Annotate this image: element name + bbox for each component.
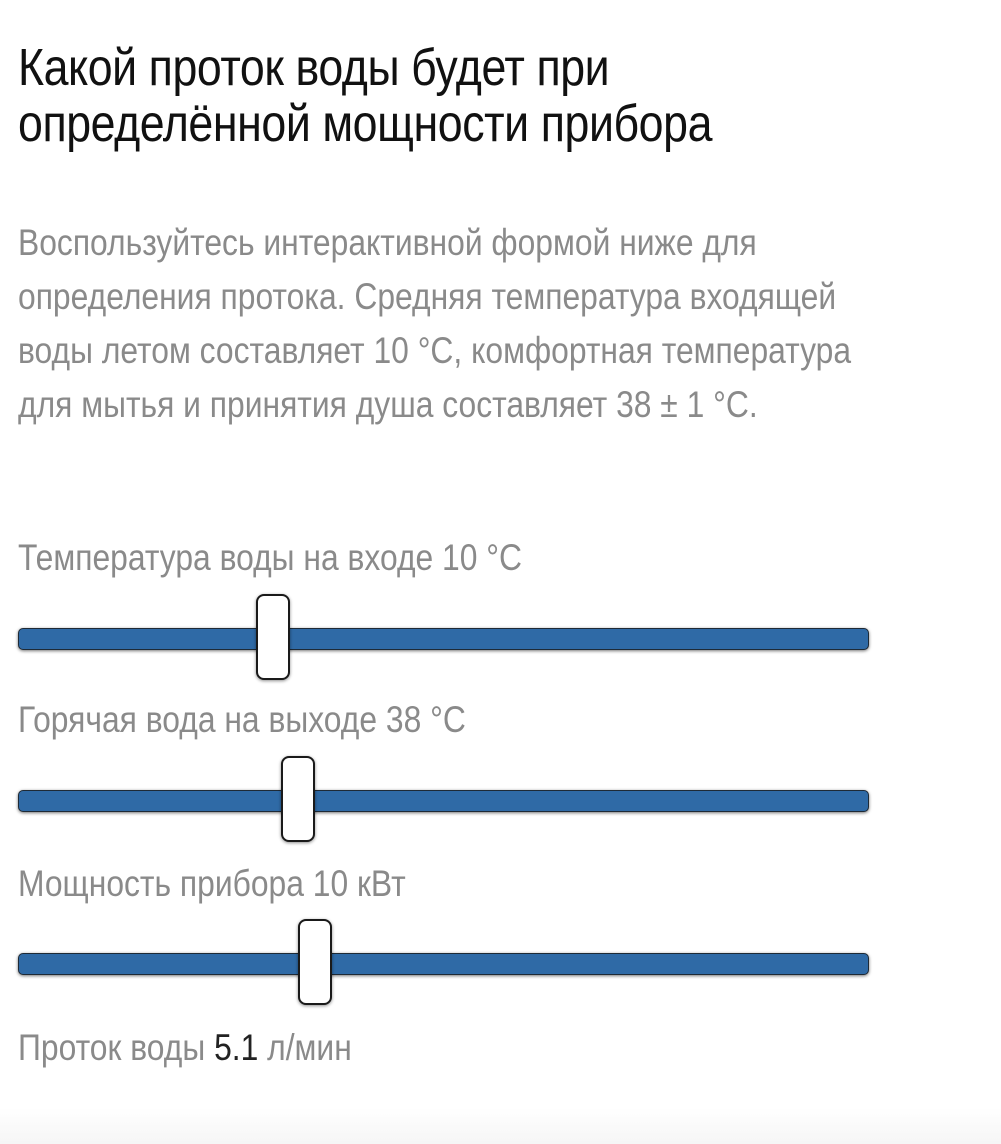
inlet-temperature-thumb[interactable] [255, 594, 290, 680]
outlet-temperature-value: 38 °C [385, 699, 466, 740]
device-power-label-text: Мощность прибора [18, 863, 304, 904]
outlet-temperature-label: Горячая вода на выходе 38 °C [18, 698, 466, 742]
water-flow-unit: л/мин [267, 1027, 352, 1068]
device-power-value: 10 кВт [312, 863, 406, 904]
water-flow-value: 5.1 [214, 1027, 259, 1068]
inlet-temperature-slider[interactable] [18, 594, 869, 680]
water-flow-result: Проток воды 5.1 л/мин [18, 1026, 352, 1070]
outlet-temperature-label-text: Горячая вода на выходе [18, 699, 378, 740]
inlet-temperature-label: Температура воды на входе 10 °C [18, 536, 522, 580]
outlet-temperature-slider[interactable] [18, 756, 869, 842]
page-bottom-shade [0, 1108, 1001, 1144]
intro-text: Воспользуйтесь интерактивной формой ниже… [18, 222, 852, 425]
inlet-temperature-label-text: Температура воды на входе [18, 537, 434, 578]
device-power-label: Мощность прибора 10 кВт [18, 862, 406, 906]
outlet-temperature-track[interactable] [18, 790, 869, 812]
device-power-slider[interactable] [18, 919, 869, 1005]
inlet-temperature-track[interactable] [18, 628, 869, 650]
device-power-track[interactable] [18, 953, 869, 975]
water-flow-label: Проток воды [18, 1027, 206, 1068]
outlet-temperature-thumb[interactable] [281, 756, 316, 842]
device-power-thumb[interactable] [298, 919, 333, 1005]
page-title: Какой проток воды будет при определённой… [18, 39, 713, 153]
inlet-temperature-value: 10 °C [442, 537, 523, 578]
